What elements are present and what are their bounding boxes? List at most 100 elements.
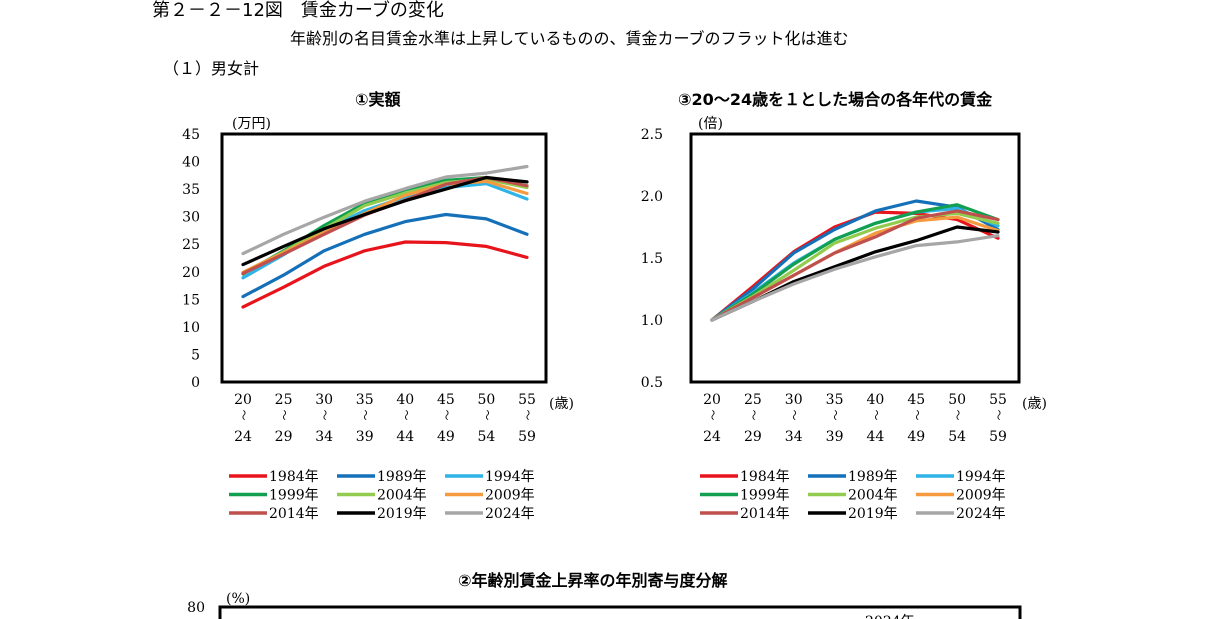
chart1-xtick-tilde: ～ bbox=[278, 410, 291, 421]
figure-subtitle: 年齢別の名目賃金水準は上昇しているものの、賃金カーブのフラット化は進む bbox=[290, 29, 849, 48]
chart1-xtick-label: 20 bbox=[234, 392, 252, 408]
chart1-xtick-tilde: ～ bbox=[237, 410, 250, 421]
chart2-xtick-label: 40 bbox=[867, 392, 885, 408]
chart1-ytick-label: 30 bbox=[182, 210, 200, 226]
section-label: （１）男女計 bbox=[163, 59, 260, 78]
chart2-series-line bbox=[710, 203, 1000, 322]
chart1-ytick-label: 25 bbox=[182, 237, 200, 253]
chart2-xtick-label: 59 bbox=[989, 429, 1007, 445]
chart1-ytick-label: 40 bbox=[182, 155, 200, 171]
chart1-ytick-label: 10 bbox=[182, 320, 200, 336]
chart1-ytick-label: 20 bbox=[182, 265, 200, 281]
chart1-xtick-label: 44 bbox=[396, 429, 414, 445]
chart2-xtick-tilde: ～ bbox=[951, 410, 964, 421]
chart1-xtick-label: 24 bbox=[234, 429, 252, 445]
chart3-partial-label: 2024年 bbox=[865, 614, 915, 619]
chart2-ytick-label: 2.5 bbox=[641, 127, 663, 143]
chart2-xtick-label: 45 bbox=[907, 392, 925, 408]
chart2-ytick-label: 1.0 bbox=[641, 313, 663, 329]
chart1-xtick-label: 29 bbox=[275, 429, 293, 445]
chart1-ylabel: (万円) bbox=[232, 116, 271, 132]
chart1-xtick-tilde: ～ bbox=[480, 410, 493, 421]
chart2-legend-label: 1984年 bbox=[740, 469, 790, 485]
chart1-xtick-label: 45 bbox=[437, 392, 455, 408]
chart2-legend-label: 2014年 bbox=[740, 506, 790, 522]
chart2-series-line bbox=[710, 209, 1000, 322]
chart2-legend-label: 2004年 bbox=[848, 488, 898, 504]
chart1-legend-label: 2009年 bbox=[485, 488, 535, 504]
chart1-legend-label: 1999年 bbox=[269, 488, 319, 504]
chart1-legend-label: 1989年 bbox=[377, 469, 427, 485]
chart2-xtick-label: 54 bbox=[948, 429, 966, 445]
chart2-ytick-label: 2.0 bbox=[641, 189, 663, 205]
chart1-xtick-label: 59 bbox=[518, 429, 536, 445]
chart1-series-line bbox=[241, 164, 529, 256]
chart1-series-line bbox=[241, 175, 529, 276]
chart2-xtick-label: 50 bbox=[948, 392, 966, 408]
chart2-xtick-label: 39 bbox=[826, 429, 844, 445]
chart2-xtick-tilde: ～ bbox=[706, 410, 719, 421]
chart2-xtick-tilde: ～ bbox=[992, 410, 1005, 421]
chart1-legend-label: 1984年 bbox=[269, 469, 319, 485]
figure-title: 第２－２－12図 賃金カーブの変化 bbox=[152, 0, 444, 21]
chart1-series-line bbox=[241, 175, 529, 267]
chart3-ylabel: (%) bbox=[226, 591, 250, 607]
chart1-xtick-label: 35 bbox=[356, 392, 374, 408]
chart2-xtick-label: 55 bbox=[989, 392, 1007, 408]
chart1-ytick-label: 0 bbox=[191, 375, 200, 391]
chart2-xlabel: (歳) bbox=[1022, 396, 1047, 412]
chart2-legend-label: 2009年 bbox=[956, 488, 1006, 504]
chart1-xtick-label: 54 bbox=[478, 429, 496, 445]
chart1-series-line bbox=[241, 212, 529, 299]
chart2-ytick-label: 1.5 bbox=[641, 251, 663, 267]
chart1-ytick-label: 45 bbox=[182, 127, 200, 143]
chart2-xtick-label: 30 bbox=[785, 392, 803, 408]
chart2-series-line bbox=[710, 234, 1000, 322]
chart2-legend-label: 1999年 bbox=[740, 488, 790, 504]
chart2-xtick-label: 25 bbox=[744, 392, 762, 408]
chart2-title: ③20～24歳を１とした場合の各年代の賃金 bbox=[678, 90, 993, 109]
chart2-xtick-label: 34 bbox=[785, 429, 803, 445]
chart1-xtick-label: 39 bbox=[356, 429, 374, 445]
chart1-series-line bbox=[241, 240, 529, 309]
chart1-xtick-label: 25 bbox=[275, 392, 293, 408]
chart2-ytick-label: 0.5 bbox=[641, 375, 663, 391]
chart2-series-line bbox=[710, 211, 1000, 322]
chart1-ytick-label: 35 bbox=[182, 182, 200, 198]
chart2-ylabel: (倍) bbox=[698, 116, 723, 132]
chart1-xtick-label: 55 bbox=[518, 392, 536, 408]
chart1-series-line bbox=[241, 175, 529, 275]
chart2-xtick-label: 35 bbox=[826, 392, 844, 408]
chart1-legend-label: 2024年 bbox=[485, 506, 535, 522]
chart2-xtick-tilde: ～ bbox=[829, 410, 842, 421]
chart2-xtick-tilde: ～ bbox=[747, 410, 760, 421]
chart2-xtick-label: 44 bbox=[867, 429, 885, 445]
chart2-xtick-tilde: ～ bbox=[788, 410, 801, 421]
chart1-xtick-tilde: ～ bbox=[399, 410, 412, 421]
chart1-xtick-label: 34 bbox=[315, 429, 333, 445]
chart2-xtick-tilde: ～ bbox=[910, 410, 923, 421]
chart1-ytick-label: 15 bbox=[182, 292, 200, 308]
chart2-xtick-label: 29 bbox=[744, 429, 762, 445]
chart1-xtick-tilde: ～ bbox=[318, 410, 331, 421]
chart2-legend-label: 2024年 bbox=[956, 506, 1006, 522]
chart2-plot-frame bbox=[689, 132, 1021, 384]
chart1-plot-frame bbox=[220, 132, 548, 384]
chart1-xtick-tilde: ～ bbox=[359, 410, 372, 421]
chart2-xtick-label: 24 bbox=[703, 429, 721, 445]
chart1-xlabel: (歳) bbox=[549, 396, 574, 412]
chart2-xtick-label: 49 bbox=[907, 429, 925, 445]
chart3-ytick-label: 80 bbox=[187, 600, 205, 616]
chart1-xtick-label: 49 bbox=[437, 429, 455, 445]
chart1-legend-label: 2019年 bbox=[377, 506, 427, 522]
chart1-xtick-tilde: ～ bbox=[440, 410, 453, 421]
chart2-xtick-label: 20 bbox=[703, 392, 721, 408]
chart3-plot-frame bbox=[218, 605, 1022, 619]
chart2-legend-label: 2019年 bbox=[848, 506, 898, 522]
chart3-title: ②年齢別賃金上昇率の年別寄与度分解 bbox=[458, 571, 728, 590]
chart2-legend-label: 1989年 bbox=[848, 469, 898, 485]
chart1-legend-label: 2004年 bbox=[377, 488, 427, 504]
chart1-xtick-tilde: ～ bbox=[521, 410, 534, 421]
chart1-xtick-label: 40 bbox=[396, 392, 414, 408]
